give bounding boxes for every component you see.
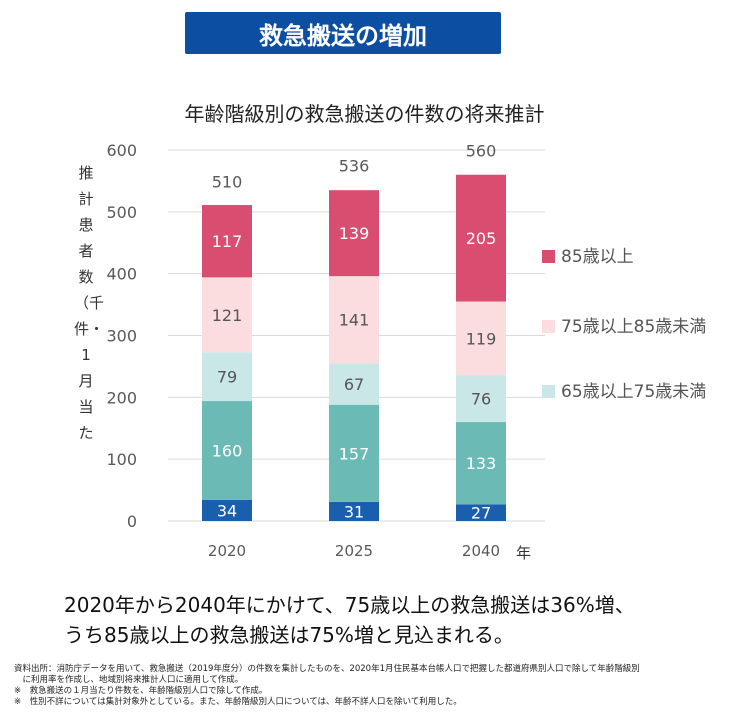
legend-swatch — [542, 385, 555, 398]
data-label: 133 — [466, 454, 497, 473]
y-axis-label: 推計患者数（千件・1月当た — [74, 164, 105, 442]
data-label: 79 — [217, 368, 237, 387]
y-tick-label: 200 — [106, 388, 137, 407]
legend-item: 75歳以上85歳未満 — [542, 310, 722, 344]
data-label: 34 — [217, 501, 237, 520]
bar-segment — [329, 276, 379, 364]
total-label: 510 — [212, 173, 243, 192]
data-label: 119 — [466, 329, 497, 348]
total-label: 560 — [466, 142, 497, 161]
y-tick-label: 300 — [106, 327, 137, 346]
data-label: 76 — [471, 390, 491, 409]
data-label: 205 — [466, 229, 497, 248]
bar-segment — [329, 501, 379, 521]
bar-segment — [456, 174, 506, 302]
footnote: に利用率を作成し、地域別将来推計人口に適用して作成。 — [14, 675, 244, 685]
chart-title: 年齢階級別の救急搬送の件数の将来推計 — [184, 102, 545, 126]
stacked-bar-chart: 0 100 200 300 400 500 600 34 160 79 121 117 510 2020 3… — [106, 141, 545, 560]
summary-text: 2020年から2040年にかけて、75歳以上の救急搬送は36%増、 うち85歳以… — [64, 590, 635, 650]
y-tick-label: 600 — [106, 141, 137, 160]
bar-segment — [202, 401, 252, 500]
footnote: 資料出所：消防庁データを用いて、救急搬送（2019年度分）の件数を集計したものを… — [14, 664, 640, 674]
x-tick-label: 2020 — [208, 542, 246, 560]
footnote: ※ 救急搬送の１月当たり件数を、年齢階級別人口で除して作成。 — [14, 686, 268, 696]
data-label: 139 — [339, 224, 370, 243]
bar-segment — [329, 363, 379, 405]
bar-segment — [202, 352, 252, 402]
bar-segment — [202, 205, 252, 278]
footnotes: 資料出所：消防庁データを用いて、救急搬送（2019年度分）の件数を集計したものを… — [14, 664, 640, 708]
x-axis-unit: 年 — [516, 544, 532, 562]
legend-swatch — [542, 250, 555, 263]
bar-segment — [329, 190, 379, 277]
legend-item: 85歳以上 — [542, 240, 722, 274]
data-label: 117 — [212, 232, 243, 251]
legend-label: 85歳以上 — [561, 247, 634, 267]
bar-segment — [202, 277, 252, 353]
total-label: 536 — [339, 157, 370, 176]
bar-segment — [202, 499, 252, 521]
footnote: ※ 性別不詳については集計対象外としている。また、年齢階級別人口については、年齢… — [14, 697, 462, 707]
summary-line: うち85歳以上の救急搬送は75%増と見込まれる。 — [64, 623, 514, 647]
bar-segment — [456, 301, 506, 376]
data-label: 160 — [212, 442, 243, 461]
data-label: 27 — [471, 504, 491, 523]
x-tick-label: 2025 — [335, 542, 373, 560]
data-label: 141 — [339, 311, 370, 330]
legend-item: 65歳以上75歳未満 — [542, 375, 722, 409]
bar-segment — [456, 422, 506, 505]
summary-line: 2020年から2040年にかけて、75歳以上の救急搬送は36%増、 — [64, 593, 635, 617]
data-label: 67 — [344, 375, 364, 394]
y-tick-label: 0 — [127, 512, 137, 531]
legend-label: 65歳以上75歳未満 — [561, 382, 707, 402]
legend-label: 75歳以上85歳未満 — [561, 317, 707, 337]
bar-segment — [456, 504, 506, 521]
y-tick-label: 500 — [106, 203, 137, 222]
data-label: 121 — [212, 306, 243, 325]
x-tick-label: 2040 — [462, 542, 500, 560]
y-tick-label: 100 — [106, 450, 137, 469]
legend-swatch — [542, 320, 555, 333]
data-label: 157 — [339, 444, 370, 463]
y-tick-label: 400 — [106, 265, 137, 284]
data-label: 31 — [344, 502, 364, 521]
bar-segment — [329, 404, 379, 502]
section-banner: 救急搬送の増加 — [185, 12, 501, 54]
bar-segment — [456, 375, 506, 423]
